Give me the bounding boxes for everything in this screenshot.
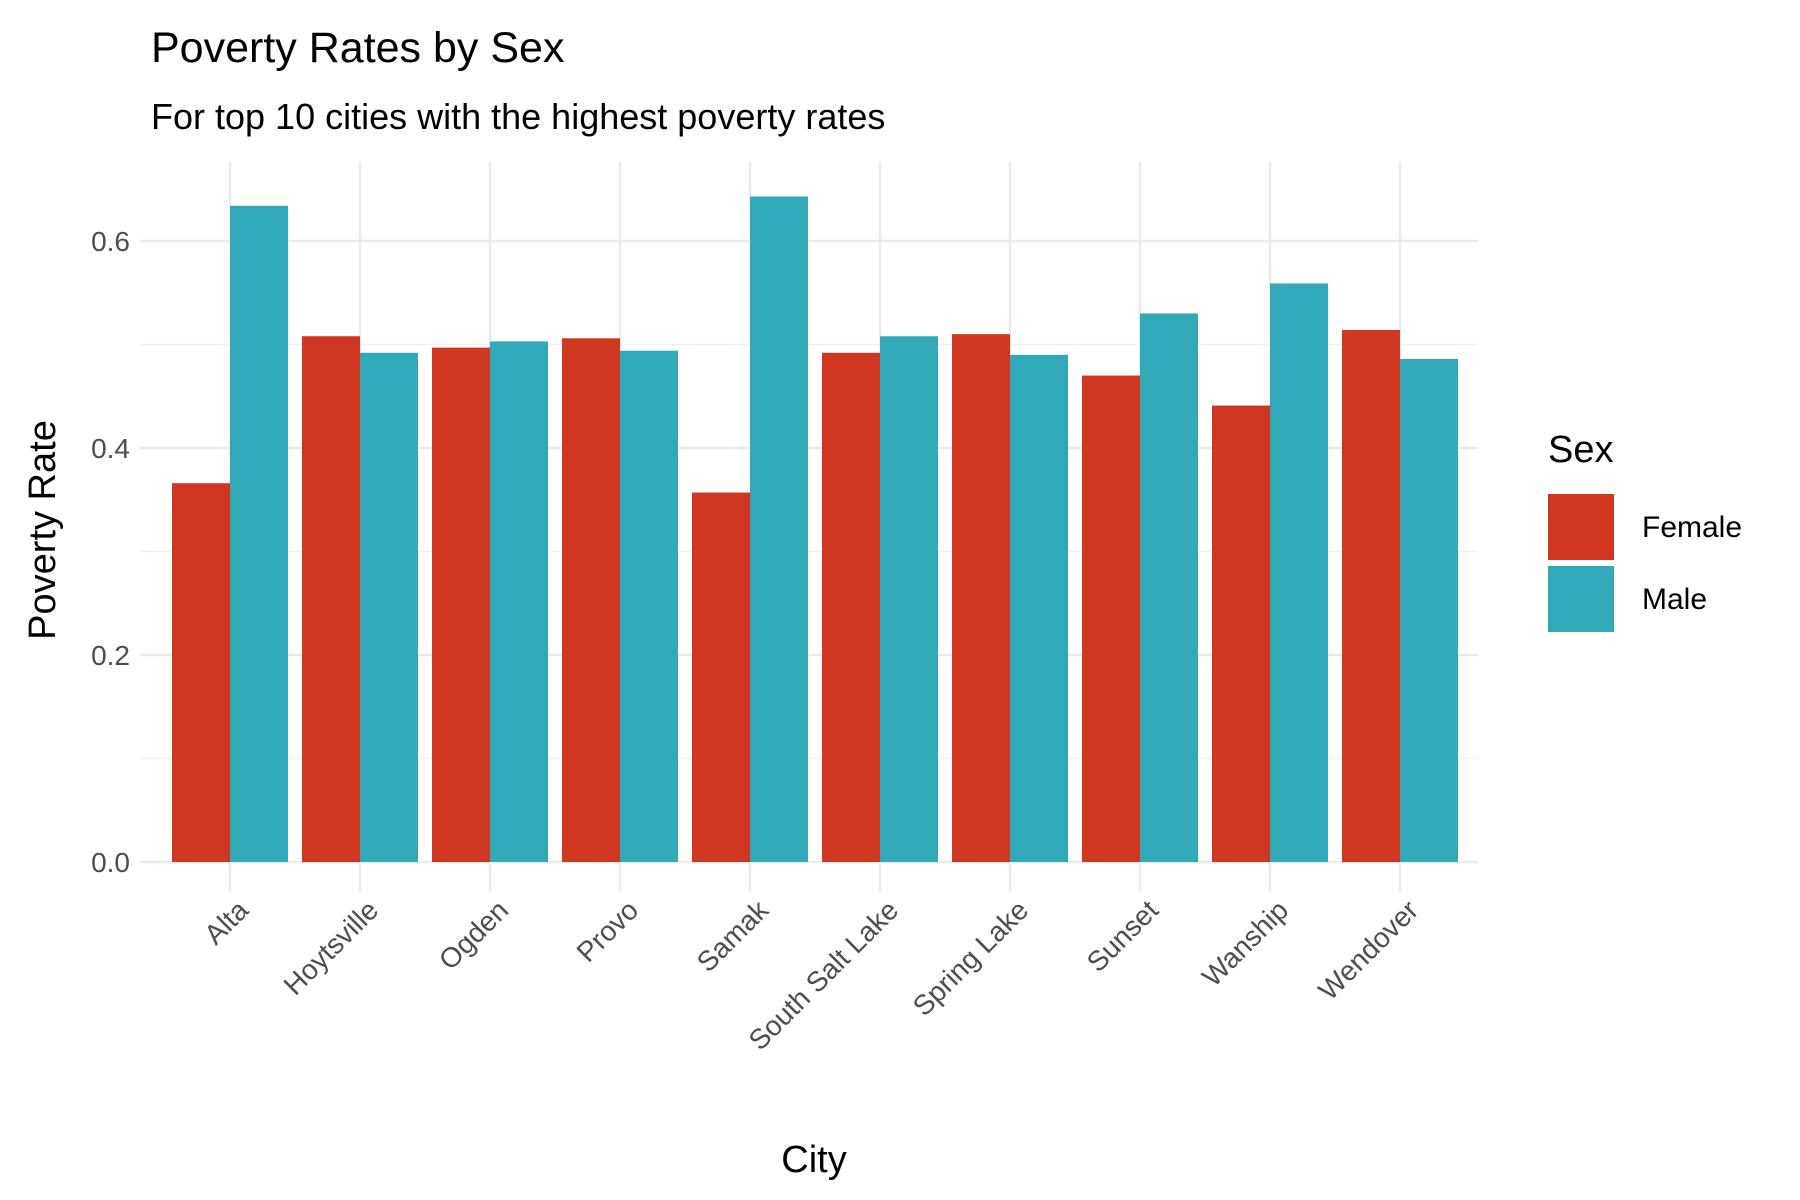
bar-female-sunset (1082, 375, 1140, 862)
legend-label-male: Male (1642, 583, 1707, 616)
x-tick-label: Provo (571, 894, 645, 968)
y-axis-ticks: 0.0 0.2 0.4 0.6 (91, 226, 130, 878)
x-tick-label: Sunset (1081, 894, 1165, 978)
x-tick-label: Wanship (1196, 894, 1294, 992)
legend-key-female (1548, 494, 1614, 560)
bar-female-provo (562, 338, 620, 862)
chart-subtitle: For top 10 cities with the highest pover… (151, 96, 885, 137)
x-tick-label: Alta (198, 894, 254, 950)
bar-male-alta (230, 205, 288, 862)
bar-male-samak (750, 196, 808, 862)
legend-key-male (1548, 566, 1614, 632)
x-tick-label: Wendover (1312, 894, 1424, 1006)
bar-male-wanship (1270, 283, 1328, 862)
y-tick-label: 0.2 (91, 640, 130, 671)
bar-female-spring-lake (952, 334, 1010, 862)
x-tick-label: Ogden (433, 894, 514, 975)
bar-female-ogden (432, 347, 490, 863)
bar-female-samak (692, 492, 750, 862)
legend-label-female: Female (1642, 511, 1742, 544)
y-tick-label: 0.0 (91, 847, 130, 878)
x-axis-label: City (781, 1139, 846, 1181)
bar-male-hoytsville (360, 352, 418, 862)
y-axis-label: Poverty Rate (22, 420, 64, 640)
x-tick-label: Spring Lake (907, 894, 1035, 1022)
bar-female-alta (172, 483, 230, 862)
bar-female-wendover (1342, 330, 1400, 862)
bar-female-wanship (1212, 405, 1270, 862)
bar-male-south-salt-lake (880, 336, 938, 863)
bar-male-ogden (490, 341, 548, 862)
bar-male-wendover (1400, 358, 1458, 862)
bar-male-spring-lake (1010, 354, 1068, 862)
x-tick-label: Hoytsville (278, 894, 385, 1001)
x-tick-label: Samak (691, 894, 775, 978)
bars (172, 196, 1458, 863)
y-tick-label: 0.6 (91, 226, 130, 257)
legend-title: Sex (1548, 429, 1613, 471)
legend: Sex Female Male (1548, 429, 1742, 632)
bar-female-hoytsville (302, 336, 360, 863)
bar-male-sunset (1140, 313, 1198, 862)
bar-female-south-salt-lake (822, 352, 880, 862)
chart-title: Poverty Rates by Sex (151, 24, 565, 72)
y-tick-label: 0.4 (91, 433, 130, 464)
bar-male-provo (620, 350, 678, 862)
